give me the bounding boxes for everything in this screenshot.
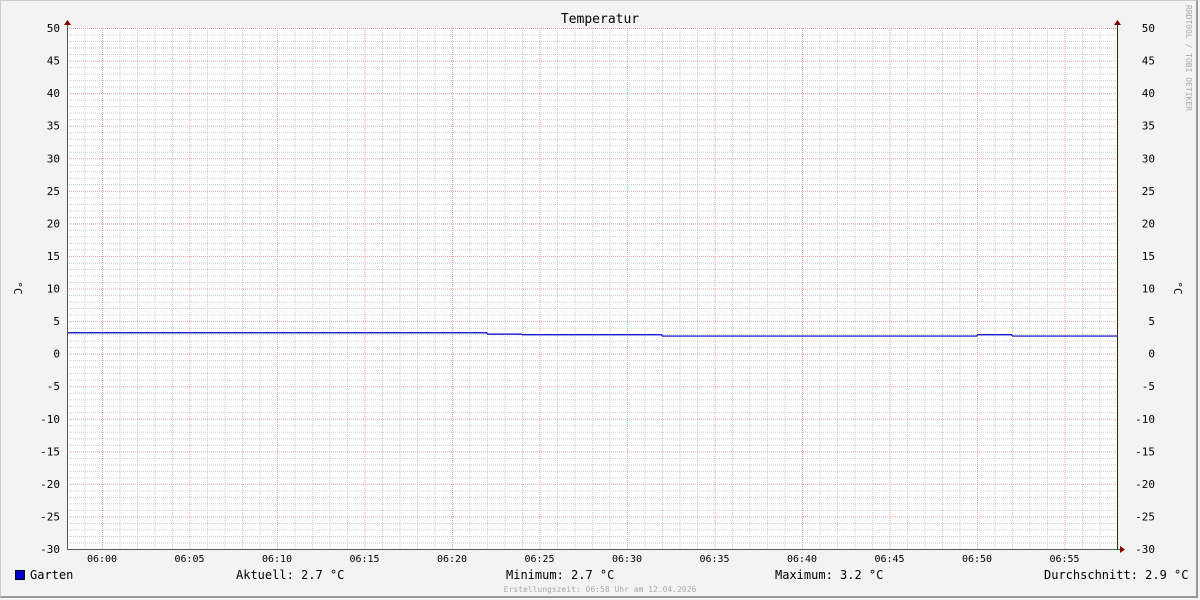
chart-title: Temperatur <box>560 12 640 27</box>
y-tick-label-left: -30 <box>40 543 60 556</box>
y-tick-label-left: 40 <box>47 87 60 100</box>
x-tick-label: 06:55 <box>1049 554 1079 565</box>
y-tick-label-right: -30 <box>1135 543 1155 556</box>
stat-max: Maximum: 3.2 °C <box>775 568 884 582</box>
y-tick-label-left: 0 <box>53 348 60 361</box>
y-tick-label-left: 15 <box>47 250 60 263</box>
y-tick-label-right: 40 <box>1142 87 1155 100</box>
stat-current: Aktuell: 2.7 °C <box>236 568 345 582</box>
y-tick-label-right: -10 <box>1135 413 1155 426</box>
y-tick-label-left: 35 <box>47 120 60 133</box>
y-tick-label-left: -10 <box>40 413 60 426</box>
x-tick-label: 06:20 <box>437 554 467 565</box>
creation-time: Erstellungszeit: 06:58 Uhr am 12.04.2026 <box>503 585 697 594</box>
y-tick-label-right: -15 <box>1135 445 1155 458</box>
y-tick-label-left: 25 <box>47 185 60 198</box>
y-tick-label-right: -5 <box>1142 380 1155 393</box>
y-tick-label-right: 45 <box>1142 55 1155 68</box>
y-tick-label-right: 10 <box>1142 283 1155 296</box>
x-tick-label: 06:35 <box>699 554 729 565</box>
y-axis-label-left: °C <box>11 281 24 294</box>
x-tick-label: 06:10 <box>262 554 292 565</box>
y-tick-label-right: -20 <box>1135 478 1155 491</box>
y-tick-label-left: 20 <box>47 217 60 230</box>
y-axis-arrow-left <box>64 20 71 25</box>
y-tick-label-right: 15 <box>1142 250 1155 263</box>
y-tick-label-left: 10 <box>47 283 60 296</box>
stat-avg: Durchschnitt: 2.9 °C <box>1044 568 1189 582</box>
y-axis-label-right: °C <box>1171 281 1184 294</box>
y-tick-label-left: -20 <box>40 478 60 491</box>
y-tick-label-left: -5 <box>47 380 60 393</box>
y-tick-label-right: 5 <box>1148 315 1155 328</box>
y-tick-label-left: 5 <box>53 315 60 328</box>
x-tick-label: 06:15 <box>349 554 379 565</box>
y-tick-label-right: 50 <box>1142 22 1155 35</box>
y-tick-label-right: 30 <box>1142 152 1155 165</box>
x-axis-arrow <box>1120 546 1125 553</box>
y-axis-arrow-right <box>1114 20 1121 25</box>
x-tick-label: 06:50 <box>962 554 992 565</box>
legend-label: Garten <box>30 568 74 582</box>
y-tick-label-right: 20 <box>1142 217 1155 230</box>
y-tick-label-right: -25 <box>1135 510 1155 523</box>
x-tick-label: 06:05 <box>174 554 204 565</box>
y-tick-label-left: -25 <box>40 510 60 523</box>
y-tick-label-left: 30 <box>47 152 60 165</box>
y-tick-label-left: 45 <box>47 55 60 68</box>
legend-swatch-garten <box>15 570 25 580</box>
stat-min: Minimum: 2.7 °C <box>506 568 615 582</box>
y-tick-label-right: 25 <box>1142 185 1155 198</box>
y-tick-label-right: 35 <box>1142 120 1155 133</box>
y-tick-label-left: -15 <box>40 445 60 458</box>
x-tick-label: 06:30 <box>612 554 642 565</box>
x-tick-label: 06:25 <box>524 554 554 565</box>
x-tick-label: 06:45 <box>874 554 904 565</box>
y-tick-label-right: 0 <box>1148 348 1155 361</box>
x-tick-label: 06:00 <box>87 554 117 565</box>
x-tick-label: 06:40 <box>787 554 817 565</box>
rrdtool-watermark: RRDTOOL / TOBI OETIKER <box>1184 5 1193 111</box>
y-tick-label-left: 50 <box>47 22 60 35</box>
